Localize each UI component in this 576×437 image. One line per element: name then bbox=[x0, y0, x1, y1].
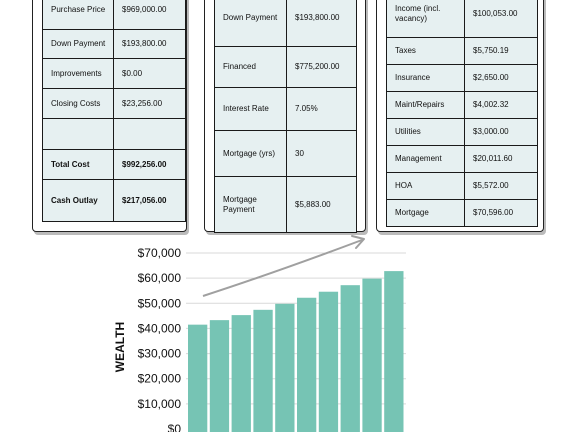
row-value: $992,256.00 bbox=[113, 149, 186, 180]
bar-7 bbox=[318, 291, 339, 437]
bar-9 bbox=[362, 278, 382, 437]
row-value: 7.05% bbox=[286, 87, 357, 131]
row-value: $20,011.60 bbox=[464, 145, 538, 173]
row-label: Purchase Price bbox=[42, 0, 114, 30]
y-tick-label: $50,000 bbox=[138, 296, 182, 310]
table-row: Closing Costs $23,256.00 bbox=[42, 88, 186, 119]
y-tick-label: $30,000 bbox=[138, 347, 182, 361]
wealth-chart-svg: $0 $10,000 $20,000 $30,000 $40,000 $50,000 $60… bbox=[113, 235, 406, 437]
y-tick-label: $70,000 bbox=[138, 246, 182, 260]
income-expense-table: Income (incl. vacancy) $100,053.00 Taxes $5… bbox=[386, 0, 538, 227]
bar-4 bbox=[253, 309, 273, 437]
row-label: HOA bbox=[386, 172, 465, 200]
financing-table: Down Payment $193,800.00 Financed $775,200.… bbox=[214, 0, 357, 233]
row-label: Cash Outlay bbox=[42, 179, 114, 222]
row-value: $100,053.00 bbox=[464, 0, 538, 38]
row-value: $775,200.00 bbox=[286, 46, 357, 88]
row-value: $5,572.00 bbox=[464, 172, 538, 200]
row-value: $0.00 bbox=[113, 58, 186, 89]
y-tick-label: $0 bbox=[168, 422, 182, 432]
table-row: Interest Rate 7.05% bbox=[214, 87, 357, 131]
row-label: Mortgage bbox=[386, 199, 465, 227]
row-value: 30 bbox=[286, 130, 357, 177]
row-value: $5,883.00 bbox=[286, 176, 357, 233]
bar-1 bbox=[188, 324, 208, 437]
row-value: $3,000.00 bbox=[464, 118, 538, 146]
row-label: Interest Rate bbox=[214, 87, 287, 131]
chart-bars bbox=[188, 271, 404, 437]
row-label: Maint/Repairs bbox=[386, 91, 465, 119]
table-row: Down Payment $193,800.00 bbox=[42, 29, 186, 59]
wealth-chart: $0 $10,000 $20,000 $30,000 $40,000 $50,000 $60… bbox=[0, 232, 576, 437]
row-value: $4,002.32 bbox=[464, 91, 538, 119]
y-axis-ticks: $0 $10,000 $20,000 $30,000 $40,000 $50,000 $60… bbox=[138, 246, 182, 436]
row-label bbox=[42, 118, 114, 150]
row-value: $23,256.00 bbox=[113, 88, 186, 119]
financing-card: Down Payment $193,800.00 Financed $775,200.… bbox=[204, 0, 366, 233]
table-row: Management $20,011.60 bbox=[386, 145, 538, 173]
table-row: HOA $5,572.00 bbox=[386, 172, 538, 200]
table-row: Improvements $0.00 bbox=[42, 58, 186, 89]
bar-8 bbox=[340, 285, 360, 437]
row-label: Management bbox=[386, 145, 465, 173]
table-row: Mortgage (yrs) 30 bbox=[214, 130, 357, 177]
y-tick-label: $20,000 bbox=[138, 372, 182, 386]
table-row: Down Payment $193,800.00 bbox=[214, 0, 357, 47]
row-label: Down Payment bbox=[214, 0, 287, 47]
table-row: Mortgage $70,596.00 bbox=[386, 199, 538, 227]
table-row: Financed $775,200.00 bbox=[214, 46, 357, 88]
row-label: Utilities bbox=[386, 118, 465, 146]
row-value: $5,750.19 bbox=[464, 37, 538, 65]
row-label: Insurance bbox=[386, 64, 465, 92]
row-label: Closing Costs bbox=[42, 88, 114, 119]
bar-3 bbox=[231, 315, 251, 437]
row-value: $193,800.00 bbox=[113, 29, 186, 59]
table-row: Insurance $2,650.00 bbox=[386, 64, 538, 92]
bar-2 bbox=[209, 320, 230, 437]
row-label: Down Payment bbox=[42, 29, 114, 59]
row-value: $969,000.00 bbox=[113, 0, 186, 30]
row-label: Taxes bbox=[386, 37, 465, 65]
table-row: Income (incl. vacancy) $100,053.00 bbox=[386, 0, 538, 38]
y-axis-label: WEALTH bbox=[113, 322, 127, 372]
bar-10 bbox=[384, 271, 404, 437]
purchase-card: Purchase Price $969,000.00 Down Payment $19… bbox=[32, 0, 187, 232]
table-row: Purchase Price $969,000.00 bbox=[42, 0, 186, 30]
bar-5 bbox=[275, 303, 295, 437]
y-tick-label: $60,000 bbox=[138, 271, 182, 285]
table-row: Taxes $5,750.19 bbox=[386, 37, 538, 65]
row-value: $2,650.00 bbox=[464, 64, 538, 92]
table-row: Mortgage Payment $5,883.00 bbox=[214, 176, 357, 233]
purchase-table: Purchase Price $969,000.00 Down Payment $19… bbox=[42, 0, 186, 222]
row-value: $217,056.00 bbox=[113, 179, 186, 222]
table-row: Cash Outlay $217,056.00 bbox=[42, 179, 186, 222]
income-expense-card: Income (incl. vacancy) $100,053.00 Taxes $5… bbox=[376, 0, 544, 232]
row-label: Income (incl. vacancy) bbox=[386, 0, 465, 38]
y-tick-label: $40,000 bbox=[138, 321, 182, 335]
row-label: Financed bbox=[214, 46, 287, 88]
bar-6 bbox=[297, 297, 317, 437]
table-row: Utilities $3,000.00 bbox=[386, 118, 538, 146]
row-label: Mortgage Payment bbox=[214, 176, 287, 233]
trend-arrow-icon bbox=[202, 235, 365, 297]
row-label: Mortgage (yrs) bbox=[214, 130, 287, 177]
y-tick-label: $10,000 bbox=[138, 397, 182, 411]
row-label: Improvements bbox=[42, 58, 114, 89]
table-row: Maint/Repairs $4,002.32 bbox=[386, 91, 538, 119]
row-value: $193,800.00 bbox=[286, 0, 357, 47]
row-value bbox=[113, 118, 186, 150]
row-label: Total Cost bbox=[42, 149, 114, 180]
table-row bbox=[42, 118, 186, 150]
row-value: $70,596.00 bbox=[464, 199, 538, 227]
table-row: Total Cost $992,256.00 bbox=[42, 149, 186, 180]
